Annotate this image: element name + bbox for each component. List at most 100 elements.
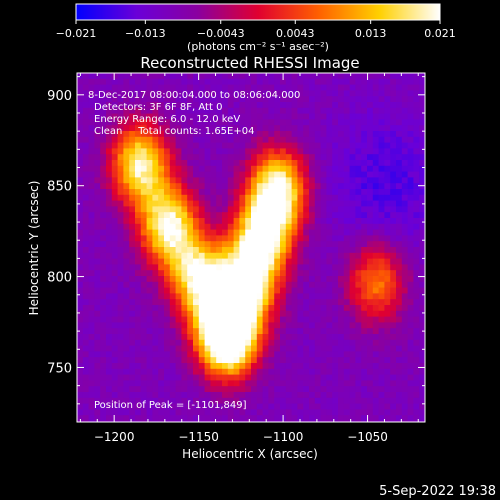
- heatmap-cell: [407, 131, 414, 138]
- heatmap-cell: [94, 247, 101, 254]
- heatmap-cell: [413, 276, 420, 283]
- heatmap-cell: [222, 189, 229, 196]
- heatmap-cell: [198, 345, 205, 352]
- heatmap-cell: [372, 276, 379, 283]
- heatmap-cell: [332, 351, 339, 358]
- heatmap-cell: [378, 287, 385, 294]
- heatmap-cell: [123, 328, 130, 335]
- heatmap-cell: [338, 397, 345, 404]
- heatmap-cell: [204, 212, 211, 219]
- heatmap-cell: [413, 386, 420, 393]
- heatmap-cell: [146, 160, 153, 167]
- heatmap-cell: [349, 281, 356, 288]
- heatmap-cell: [181, 177, 188, 184]
- heatmap-cell: [239, 334, 246, 341]
- heatmap-cell: [135, 351, 142, 358]
- heatmap-cell: [419, 276, 425, 283]
- heatmap-cell: [187, 189, 194, 196]
- heatmap-cell: [135, 258, 142, 265]
- heatmap-cell: [274, 160, 281, 167]
- heatmap-cell: [88, 171, 95, 178]
- heatmap-cell: [123, 119, 130, 126]
- heatmap-cell: [401, 136, 408, 143]
- heatmap-cell: [355, 90, 362, 97]
- heatmap-cell: [169, 235, 176, 242]
- heatmap-cell: [82, 96, 89, 103]
- heatmap-cell: [396, 334, 403, 341]
- heatmap-cell: [309, 131, 316, 138]
- heatmap-cell: [222, 328, 229, 335]
- heatmap-cell: [216, 293, 223, 300]
- heatmap-cell: [320, 374, 327, 381]
- heatmap-cell: [367, 397, 374, 404]
- heatmap-cell: [135, 339, 142, 346]
- heatmap-cell: [158, 281, 165, 288]
- heatmap-cell: [198, 415, 205, 422]
- heatmap-cell: [303, 212, 310, 219]
- heatmap-cell: [355, 380, 362, 387]
- heatmap-cell: [135, 229, 142, 236]
- heatmap-cell: [204, 397, 211, 404]
- colorbar-tick-label: −0.021: [56, 27, 97, 40]
- heatmap-cell: [268, 102, 275, 109]
- heatmap-cell: [326, 368, 333, 375]
- heatmap-cell: [407, 136, 414, 143]
- heatmap-cell: [338, 223, 345, 230]
- heatmap-cell: [390, 154, 397, 161]
- heatmap-cell: [193, 96, 200, 103]
- heatmap-cell: [245, 363, 252, 370]
- heatmap-cell: [117, 264, 124, 271]
- heatmap-cell: [285, 84, 292, 91]
- heatmap-cell: [222, 334, 229, 341]
- heatmap-cell: [367, 264, 374, 271]
- heatmap-cell: [314, 247, 321, 254]
- heatmap-cell: [413, 102, 420, 109]
- heatmap-cell: [338, 189, 345, 196]
- heatmap-cell: [396, 131, 403, 138]
- heatmap-cell: [268, 154, 275, 161]
- heatmap-cell: [343, 252, 350, 259]
- heatmap-cell: [413, 415, 420, 422]
- heatmap-cell: [291, 206, 298, 213]
- heatmap-cell: [140, 148, 147, 155]
- heatmap-cell: [216, 339, 223, 346]
- heatmap-cell: [233, 73, 240, 80]
- heatmap-cell: [256, 183, 263, 190]
- heatmap-cell: [152, 252, 159, 259]
- heatmap-cell: [378, 351, 385, 358]
- heatmap-cell: [164, 270, 171, 277]
- heatmap-cell: [187, 194, 194, 201]
- heatmap-cell: [372, 351, 379, 358]
- heatmap-cell: [355, 305, 362, 312]
- heatmap-cell: [309, 287, 316, 294]
- heatmap-cell: [268, 322, 275, 329]
- heatmap-cell: [332, 206, 339, 213]
- heatmap-cell: [349, 258, 356, 265]
- heatmap-cell: [140, 194, 147, 201]
- heatmap-cell: [343, 142, 350, 149]
- heatmap-cell: [152, 386, 159, 393]
- heatmap-cell: [187, 241, 194, 248]
- heatmap-cell: [326, 264, 333, 271]
- heatmap-cell: [268, 310, 275, 317]
- heatmap-cell: [413, 252, 420, 259]
- heatmap-cell: [210, 229, 217, 236]
- heatmap-cell: [82, 264, 89, 271]
- heatmap-cell: [280, 183, 287, 190]
- heatmap-cell: [326, 310, 333, 317]
- heatmap-cell: [256, 368, 263, 375]
- heatmap-cell: [222, 90, 229, 97]
- heatmap-cell: [245, 136, 252, 143]
- heatmap-cell: [106, 345, 113, 352]
- heatmap-cell: [303, 264, 310, 271]
- heatmap-cell: [390, 351, 397, 358]
- heatmap-cell: [355, 218, 362, 225]
- heatmap-cell: [378, 241, 385, 248]
- heatmap-cell: [198, 339, 205, 346]
- heatmap-cell: [378, 154, 385, 161]
- heatmap-cell: [227, 119, 234, 126]
- heatmap-cell: [169, 142, 176, 149]
- heatmap-cell: [233, 131, 240, 138]
- heatmap-cell: [355, 136, 362, 143]
- heatmap-cell: [251, 299, 258, 306]
